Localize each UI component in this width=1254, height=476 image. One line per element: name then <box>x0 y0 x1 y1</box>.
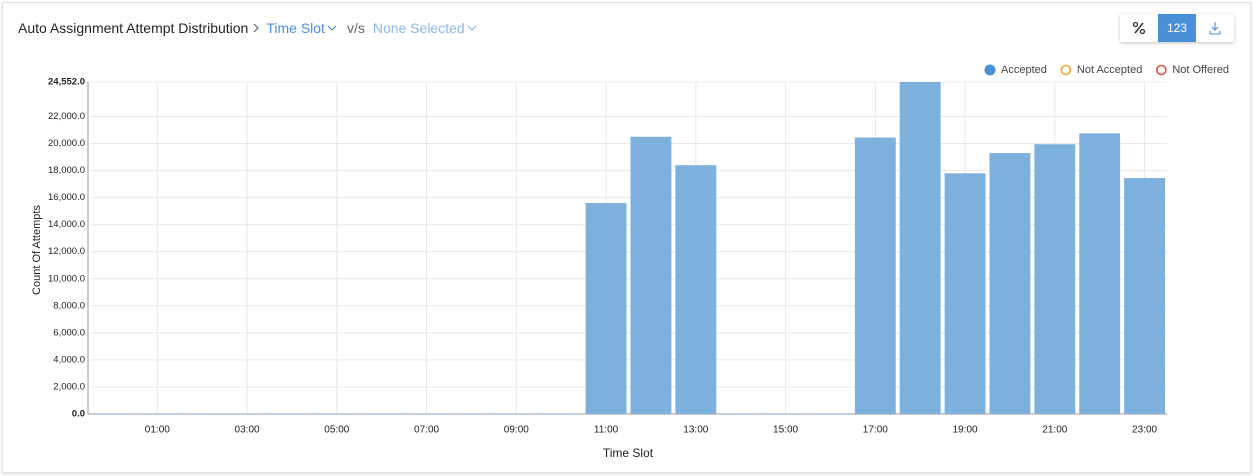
title: Auto Assignment Attempt Distribution <box>18 20 249 36</box>
bar <box>989 153 1031 414</box>
bar <box>316 413 358 414</box>
bar <box>899 82 941 414</box>
bar <box>630 136 672 415</box>
bar <box>361 413 403 414</box>
x-tick-label: 03:00 <box>235 425 260 436</box>
y-tick-label: 4,000.0 <box>53 354 85 365</box>
count-button[interactable]: 123 <box>1158 14 1196 42</box>
bar <box>675 165 717 414</box>
y-tick-label: 8,000.0 <box>53 300 85 311</box>
bar <box>765 413 806 414</box>
y-tick-label: 6,000.0 <box>53 327 85 338</box>
bar <box>271 413 313 414</box>
bar <box>1034 144 1076 414</box>
compare-dropdown[interactable]: None Selected <box>372 20 465 36</box>
y-tick-label: 0.0 <box>72 409 85 420</box>
y-tick-label: 16,000.0 <box>48 192 85 203</box>
x-tick-label: 15:00 <box>773 425 798 436</box>
x-tick-label: 11:00 <box>594 425 619 436</box>
bar <box>181 413 223 414</box>
x-tick-label: 23:00 <box>1132 425 1157 436</box>
legend-marker <box>1156 64 1167 76</box>
y-tick-label: 10,000.0 <box>48 273 85 284</box>
bar <box>810 413 851 414</box>
bar <box>854 137 896 414</box>
chevron <box>253 23 260 33</box>
bar <box>944 173 986 414</box>
bar <box>1124 178 1165 414</box>
bar <box>720 413 762 414</box>
bar <box>136 413 178 414</box>
y-tick-label: 24,552.0 <box>48 77 85 88</box>
legend-label: Accepted <box>1001 64 1047 76</box>
y-tick-label: 22,000.0 <box>48 111 85 122</box>
x-tick-label: 01:00 <box>145 425 170 436</box>
y-tick-label: 18,000.0 <box>48 165 85 176</box>
x-tick-label: 09:00 <box>504 425 529 436</box>
y-axis-title: Count Of Attempts <box>31 205 43 295</box>
legend-label: Not Accepted <box>1077 64 1142 76</box>
y-tick-label: 14,000.0 <box>48 219 85 230</box>
dimension-dropdown[interactable]: Time Slot <box>266 20 325 36</box>
percent-button[interactable] <box>1120 14 1158 42</box>
versus: v/s <box>346 20 365 36</box>
y-tick-label: 12,000.0 <box>48 246 85 257</box>
chart: Time Slot Count Of Attempts 0.0 2,000.0 4,… <box>31 64 1229 460</box>
legend-label: Not Offered <box>1172 64 1229 76</box>
legend-marker <box>1060 64 1072 76</box>
header: Auto Assignment Attempt Distribution Tim… <box>18 20 479 36</box>
x-axis-title: Time Slot <box>603 446 654 460</box>
bar <box>585 203 627 414</box>
dropdown-arrow[interactable] <box>465 22 479 34</box>
x-tick-label: 19:00 <box>953 425 978 436</box>
bar <box>226 413 268 414</box>
bar <box>451 413 492 414</box>
x-tick-label: 05:00 <box>324 425 349 436</box>
x-tick-label: 07:00 <box>414 425 439 436</box>
x-tick-label: 13:00 <box>683 425 708 436</box>
x-tick-label: 21:00 <box>1042 425 1067 436</box>
y-tick-label: 20,000.0 <box>48 138 85 149</box>
y-tick-label: 2,000.0 <box>53 381 85 392</box>
x-tick-label: 17:00 <box>863 425 888 436</box>
bar <box>92 413 133 414</box>
legend-marker <box>984 64 996 76</box>
bar <box>1079 133 1121 414</box>
bar <box>540 413 582 414</box>
bar <box>406 413 447 414</box>
download-button[interactable] <box>1196 14 1234 42</box>
toolbar: 123 <box>1120 14 1234 42</box>
dropdown-arrow[interactable] <box>325 22 339 34</box>
bar <box>495 413 537 414</box>
